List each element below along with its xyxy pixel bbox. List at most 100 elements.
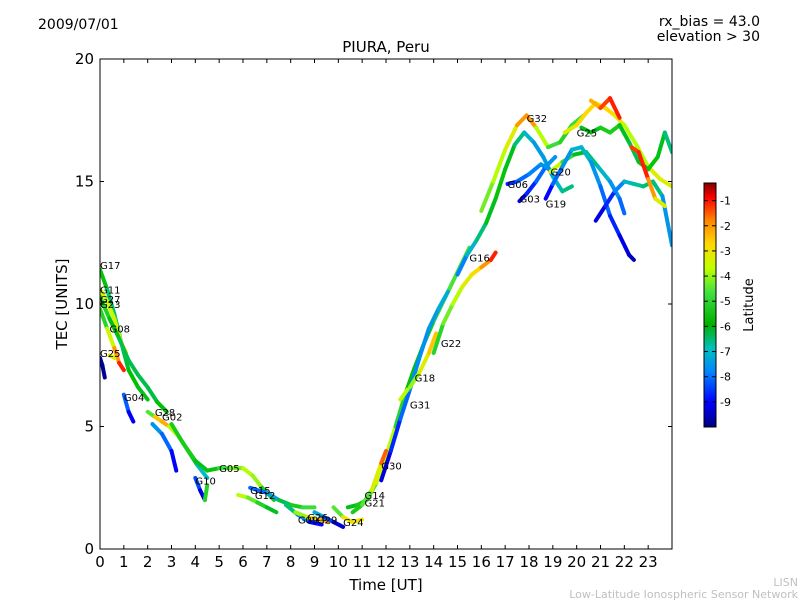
series-g18 [407,331,439,390]
satellite-label: G20 [550,168,570,179]
x-tick-label: 20 [567,553,586,571]
series-segment [524,113,539,130]
satellite-label: G04 [124,393,144,404]
series-segment [100,267,110,292]
credit-lisn: LISN [773,576,798,589]
series-segment [474,221,489,243]
x-tick-label: 18 [519,553,538,571]
satellite-label: G05 [219,464,239,475]
series-segment [193,458,210,473]
satellite-label: G09 [298,516,318,527]
series-segment [288,502,305,510]
series-segment [145,385,160,404]
series-segment [503,123,520,152]
series-segment [579,145,593,164]
series-segment [562,123,579,135]
credit-network: Low-Latitude Ionospheric Sensor Network [569,588,798,601]
series-segment [479,179,496,213]
colorbar-tick-label: -8 [720,371,731,384]
series-segment [546,140,562,150]
satellite-label: G15 [250,486,270,497]
x-tick-label: 17 [496,553,515,571]
series-segment [515,172,531,184]
series-segment [617,123,632,145]
series-segment [534,164,548,184]
x-tick-label: 21 [591,553,610,571]
series-segment [107,353,117,360]
series-segment [488,250,498,262]
x-tick-label: 9 [310,553,320,571]
series-segment [524,179,539,196]
series-segment [350,502,365,515]
x-tick-label: 10 [329,553,348,571]
series-segment [522,130,536,145]
series-g32 [479,113,586,213]
x-tick-label: 11 [353,553,372,571]
chart-title: PIURA, Peru [342,38,429,56]
series-segment [276,498,293,507]
series-segment [588,159,603,189]
x-tick-label: 5 [214,553,224,571]
x-tick-label: 0 [95,553,105,571]
x-tick-layer: 0 1 2 3 4 5 6 7 8 9 10 11 12 13 14 15 16 17 18 19 20 21 22 23 [95,59,658,571]
colorbar-tick-label: -3 [720,245,731,258]
series-segment [117,336,131,363]
series-g25 [107,353,117,360]
series-segment [398,387,410,402]
series-segment [100,306,110,331]
series-g05 [169,422,276,502]
y-tick-layer: 0 5 10 15 20 [75,50,672,558]
series-segment [379,449,388,466]
series-segment [503,142,517,172]
series-segment [126,358,141,378]
series-segment [393,392,408,429]
series-segment [531,140,546,159]
series-segment [534,125,551,150]
series-g21 [350,449,388,515]
series-segment [460,272,474,289]
series-segment [436,289,450,311]
series-segment [100,287,110,304]
satellite-label: G30 [381,462,401,473]
series-g21b [588,96,622,120]
series-segment [479,257,493,270]
series-segment [653,196,667,208]
series-segment [627,253,636,262]
x-tick-label: 23 [639,553,658,571]
satellite-label: G14 [365,491,385,502]
series-segment [543,181,555,201]
series-segment [598,184,613,218]
series-segment [574,110,589,128]
series-segment [455,253,470,277]
series-segment [593,204,608,223]
satellite-label: G10 [195,476,215,487]
series-segment [350,517,365,525]
satellite-label: G24 [343,518,363,529]
series-segment [426,306,441,331]
series-segment [469,265,484,277]
y-axis-label: TEC [UNITS] [53,259,71,351]
series-segment [159,431,174,453]
series-segment [512,130,527,147]
x-tick-label: 12 [376,553,395,571]
colorbar-tick-layer: -1 -2 -3 -4 -5 -6 -7 -8 -9 [704,195,731,409]
series-segment [603,189,617,208]
series-segment [100,294,112,321]
x-tick-label: 4 [191,553,201,571]
series-segment [195,463,210,480]
series-segment [515,113,529,128]
series-segment [379,449,393,483]
x-tick-label: 8 [286,553,296,571]
x-tick-label: 15 [448,553,467,571]
series-segment [484,196,498,226]
y-tick-label: 0 [84,540,94,558]
series-segment [617,196,627,216]
series-segment [543,155,558,169]
series-segment [360,488,374,507]
y-tick-label: 20 [75,50,94,68]
satellite-label: G03 [519,195,539,206]
x-tick-label: 1 [119,553,129,571]
x-tick-label: 2 [143,553,153,571]
series-segment [193,475,203,493]
